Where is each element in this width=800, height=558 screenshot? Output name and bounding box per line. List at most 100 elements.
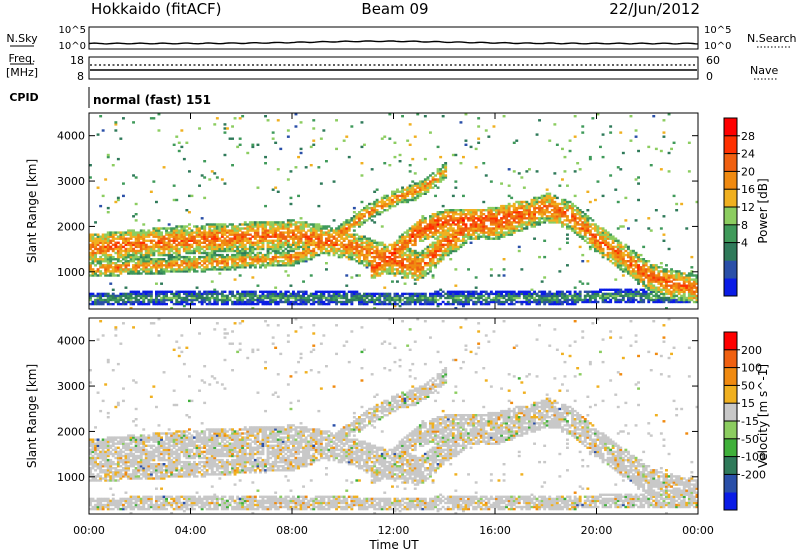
power-cell [201,293,204,295]
power-cell [312,293,315,295]
power-cell [213,293,216,295]
power-cell [338,229,341,231]
power-cell [107,207,110,209]
power-cell [211,280,214,282]
power-cell [475,236,478,238]
power-cell [112,289,115,291]
power-cell [257,252,260,254]
power-cell [193,225,196,227]
power-cell [439,219,442,221]
power-cell [158,299,161,301]
power-cell [125,268,128,270]
power-cell [117,158,120,160]
power-cell [556,303,559,305]
power-cell [196,240,199,242]
power-cell [226,229,229,231]
power-cell [94,299,97,301]
power-cell [584,229,587,231]
power-cell [515,293,518,295]
power-cell [292,234,295,236]
power-cell [411,185,414,187]
power-cell [553,293,556,295]
power-cell [373,272,376,274]
power-cell [353,234,356,236]
power-cell [531,297,534,299]
power-cell [340,234,343,236]
power-cell [586,291,589,293]
power-cell [564,223,567,225]
power-cell [368,293,371,295]
power-cell [279,291,282,293]
power-cell [125,297,128,299]
power-cell [213,258,216,260]
power-cell [602,133,605,135]
power-cell [109,295,112,297]
power-cell [614,258,617,260]
power-cell [363,236,366,238]
power-cell [548,193,551,195]
power-cell [551,293,554,295]
power-cell [378,211,381,213]
power-cell [373,258,376,260]
power-cell [302,221,305,223]
power-cell [500,303,503,305]
power-cell [581,254,584,256]
power-cell [188,299,191,301]
power-cell [244,248,247,250]
power-cell [457,297,460,299]
power-cell [307,229,310,231]
power-cell [284,258,287,260]
power-cell [284,264,287,266]
power-cell [414,293,417,295]
power-cell [414,303,417,305]
power-cell [411,158,414,160]
power-cell [569,299,572,301]
power-cell [290,293,293,295]
power-cell [533,291,536,293]
power-cell [170,234,173,236]
power-cell [548,219,551,221]
power-cell [437,258,440,260]
power-cell [391,264,394,266]
power-cell [371,260,374,262]
power-cell [416,268,419,270]
power-cell [465,144,468,146]
power-cell [317,205,320,207]
power-cell [432,293,435,295]
power-cell [399,295,402,297]
power-cell [432,172,435,174]
power-cell [224,295,227,297]
power-cell [396,240,399,242]
power-cell [569,205,572,207]
power-cell [388,297,391,299]
power-cell [371,293,374,295]
power-cell [279,148,282,150]
power-cell [259,240,262,242]
power-cell [447,303,450,305]
power-cell [343,244,346,246]
power-cell [447,209,450,211]
power-cell [140,301,143,303]
power-cell [508,215,511,217]
power-cell [97,133,100,135]
power-cell [107,231,110,233]
power-cell [302,258,305,260]
power-cell [353,248,356,250]
power-cell [191,234,194,236]
power-cell [444,209,447,211]
power-cell [376,303,379,305]
power-cell [213,223,216,225]
power-cell [218,272,221,274]
power-cell [477,297,480,299]
power-cell [569,150,572,152]
power-cell [429,180,432,182]
power-cell [520,211,523,213]
power-cell [439,258,442,260]
power-cell [449,209,452,211]
power-cell [185,291,188,293]
power-cell [277,256,280,258]
power-cell [147,248,150,250]
power-cell [612,236,615,238]
power-cell [538,205,541,207]
power-cell [353,215,356,217]
